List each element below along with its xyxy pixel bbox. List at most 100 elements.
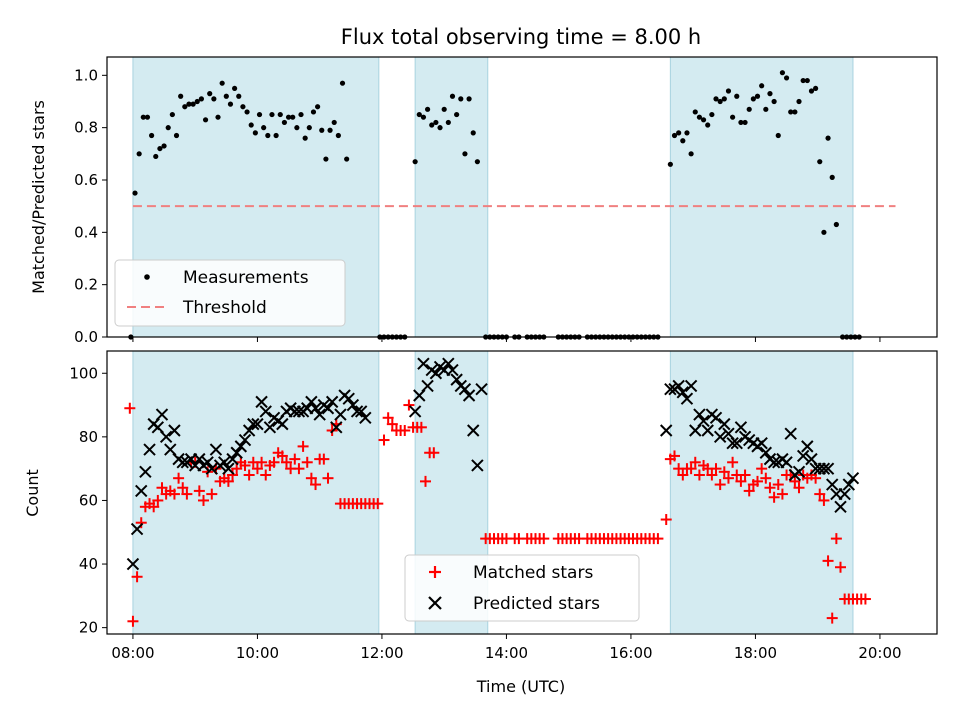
matched-star-point [403, 399, 415, 411]
x-tick-label-4: 16:00 [609, 644, 652, 662]
predicted-star-point [354, 405, 368, 418]
matched-star-point [297, 440, 309, 452]
matched-star-point [239, 459, 251, 471]
predicted-star-point [718, 417, 731, 431]
predicted-star-point [408, 405, 422, 418]
measurement-point [441, 106, 447, 112]
matched-star-point [173, 472, 185, 484]
predicted-star-point [234, 440, 248, 453]
matched-star-point [243, 469, 255, 481]
matched-star-point [756, 463, 768, 475]
predicted-star-point [684, 379, 698, 393]
measurement-point [688, 151, 694, 157]
matched-star-point [735, 475, 747, 487]
bottom-axes-frame [106, 350, 938, 635]
measurement-point [256, 111, 263, 118]
matched-star-point [382, 412, 394, 424]
matched-star-point [251, 463, 263, 475]
measurement-point [800, 77, 806, 84]
matched-star-point [722, 472, 734, 484]
matched-star-point [301, 456, 313, 468]
matched-star-point [652, 533, 664, 545]
measurement-point [717, 98, 723, 105]
measurement-point [219, 80, 225, 86]
measurement-point [161, 143, 167, 149]
measurement-point [462, 151, 468, 157]
matched-star-point [814, 488, 826, 500]
measurement-point [136, 151, 142, 157]
matched-star-point [793, 482, 805, 494]
measurement-point [470, 130, 476, 136]
matched-star-point [718, 466, 730, 478]
measurement-point [804, 77, 810, 84]
predicted-star-point [826, 478, 839, 491]
predicted-star-point [713, 430, 727, 444]
predicted-star-point [230, 446, 243, 459]
predicted-star-point [796, 449, 810, 463]
matched-star-point [386, 418, 398, 430]
matched-star-point [156, 482, 168, 494]
measurement-point [202, 117, 209, 123]
predicted-star-point [784, 427, 797, 440]
matched-star-point [318, 453, 330, 465]
bottom-legend: Matched stars Predicted stars [404, 554, 640, 622]
measurement-point [420, 114, 427, 120]
predicted-star-point [726, 437, 739, 450]
measurement-point [779, 70, 786, 76]
measurement-point [692, 109, 698, 115]
predicted-star-point [458, 382, 472, 396]
top-y-tick-label-4: 0.8 [74, 119, 98, 137]
measurement-point [186, 101, 192, 107]
x-tick-label-2: 12:00 [360, 644, 403, 662]
measurement-point [344, 156, 350, 162]
predicted-star-point [475, 382, 488, 396]
predicted-star-point [359, 411, 372, 424]
predicted-star-point [334, 408, 347, 421]
measurement-point [696, 114, 703, 120]
predicted-star-point [209, 443, 223, 456]
measurement-point [738, 119, 744, 126]
matched-star-point [810, 472, 822, 484]
matched-star-point [177, 482, 189, 494]
measurement-point [821, 229, 827, 235]
predicted-star-point [247, 417, 260, 431]
measurement-point [775, 132, 781, 139]
matched-star-point [181, 488, 193, 500]
measurement-point [335, 132, 341, 139]
predicted-star-point [325, 395, 339, 409]
predicted-star-point [417, 357, 430, 370]
matched-star-point [714, 479, 726, 491]
matched-star-point [818, 494, 830, 506]
predicted-star-point [442, 357, 455, 370]
measurement-point [680, 138, 686, 144]
measurement-point [474, 159, 480, 165]
x-tick-label-0: 08:00 [111, 644, 154, 662]
measurement-point [412, 159, 418, 165]
measurement-point [705, 122, 711, 128]
predicted-star-point [792, 465, 806, 479]
legend-measurements-label: Measurements [183, 268, 309, 288]
matched-star-point [835, 561, 847, 573]
matched-star-point [752, 475, 764, 487]
bot-y-tick-label-4: 100 [69, 364, 98, 382]
measurement-point [306, 125, 312, 131]
matched-star-point [322, 472, 334, 484]
measurement-point [277, 111, 283, 118]
predicted-star-point [680, 392, 694, 405]
predicted-star-point [276, 417, 289, 431]
measurement-point [269, 111, 275, 118]
measurement-point [676, 130, 682, 136]
measurement-point [734, 93, 740, 99]
predicted-star-point [135, 484, 148, 498]
matched-star-point [822, 555, 834, 567]
predicted-star-point [126, 557, 140, 571]
matched-star-point [289, 453, 301, 465]
predicted-star-point [255, 395, 268, 409]
top-shaded-interval-2 [669, 56, 854, 338]
measurement-point [763, 106, 769, 112]
predicted-star-point [251, 417, 264, 431]
predicted-star-point [259, 405, 272, 418]
predicted-star-point [817, 462, 831, 475]
predicted-star-point [218, 456, 231, 469]
